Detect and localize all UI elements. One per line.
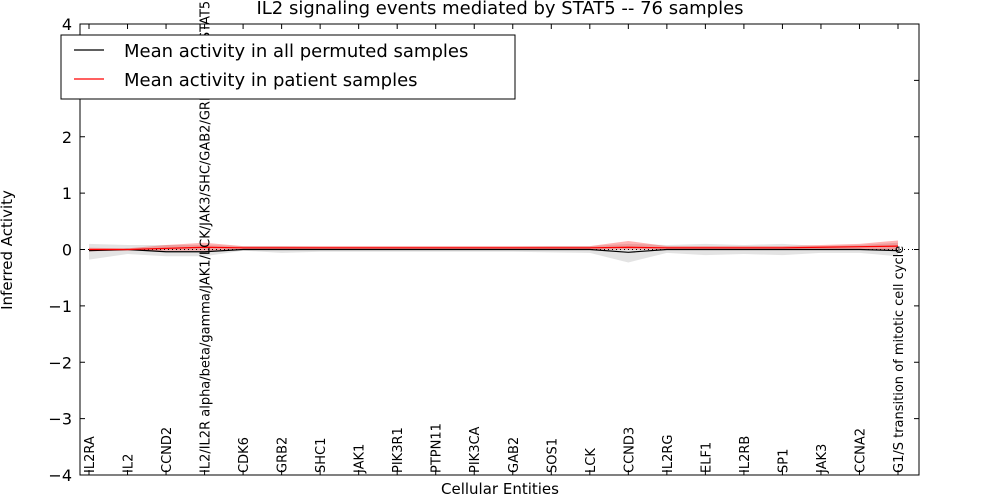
x-tick-label: ELF1: [699, 442, 714, 473]
chart-title: IL2 signaling events mediated by STAT5 -…: [256, 0, 743, 19]
series-lines: [88, 245, 899, 253]
x-tick-label: IL2: [122, 454, 137, 473]
x-tick-label: IL2RB: [738, 436, 753, 473]
x-tick-label: SHC1: [314, 438, 329, 473]
legend: Mean activity in all permuted samples Me…: [60, 34, 516, 100]
x-tick-label: CDK6: [237, 437, 252, 473]
legend-label-patient: Mean activity in patient samples: [124, 70, 418, 91]
x-tick-label: IL2RG: [661, 435, 676, 473]
x-tick-label: PIK3R1: [391, 427, 406, 473]
x-tick-label: CCND3: [622, 427, 637, 473]
y-tick-label: −2: [48, 353, 72, 372]
y-axis-label: Inferred Activity: [0, 190, 16, 310]
y-tick-label: −1: [48, 297, 72, 316]
x-tick-label: GAB2: [507, 437, 522, 473]
x-axis-ticks: IL2RA IL2 CCND2 IL2/IL2R alpha/beta/gamma/J…: [83, 1, 907, 475]
x-tick-label: PIK3CA: [468, 426, 483, 473]
y-axis-ticks: −4−3−2−101234: [48, 15, 919, 485]
x-axis-label: Cellular Entities: [441, 480, 559, 498]
legend-box: [60, 34, 516, 100]
x-tick-label: JAK3: [815, 444, 830, 474]
legend-label-permuted: Mean activity in all permuted samples: [124, 41, 468, 62]
x-tick-label: SOS1: [545, 438, 560, 473]
series-line-0: [88, 248, 899, 253]
x-tick-label: PTPN11: [430, 423, 445, 473]
x-tick-label: CCNA2: [853, 428, 868, 473]
y-tick-label: −3: [48, 410, 72, 429]
plot-frame: [79, 23, 920, 476]
x-tick-label: LCK: [584, 448, 599, 473]
y-tick-label: 4: [62, 15, 72, 34]
confidence-band-1: [89, 240, 898, 252]
x-tick-label: SP1: [776, 449, 791, 473]
y-tick-label: 1: [62, 184, 72, 203]
x-tick-label: IL2RA: [83, 436, 98, 473]
x-tick-label: GRB2: [276, 437, 291, 473]
x-tick-label: G1/S transition of mitotic cell cycle: [892, 246, 907, 473]
series-line-1: [89, 245, 899, 251]
x-tick-label: JAK1: [353, 444, 368, 474]
x-tick-label: CCND2: [160, 427, 175, 473]
y-tick-label: 0: [62, 241, 72, 260]
x-tick-label: IL2/IL2R alpha/beta/gamma/JAK1/LCK/JAK3/…: [199, 1, 214, 473]
y-tick-label: −4: [48, 466, 72, 485]
y-tick-label: 2: [62, 128, 72, 147]
